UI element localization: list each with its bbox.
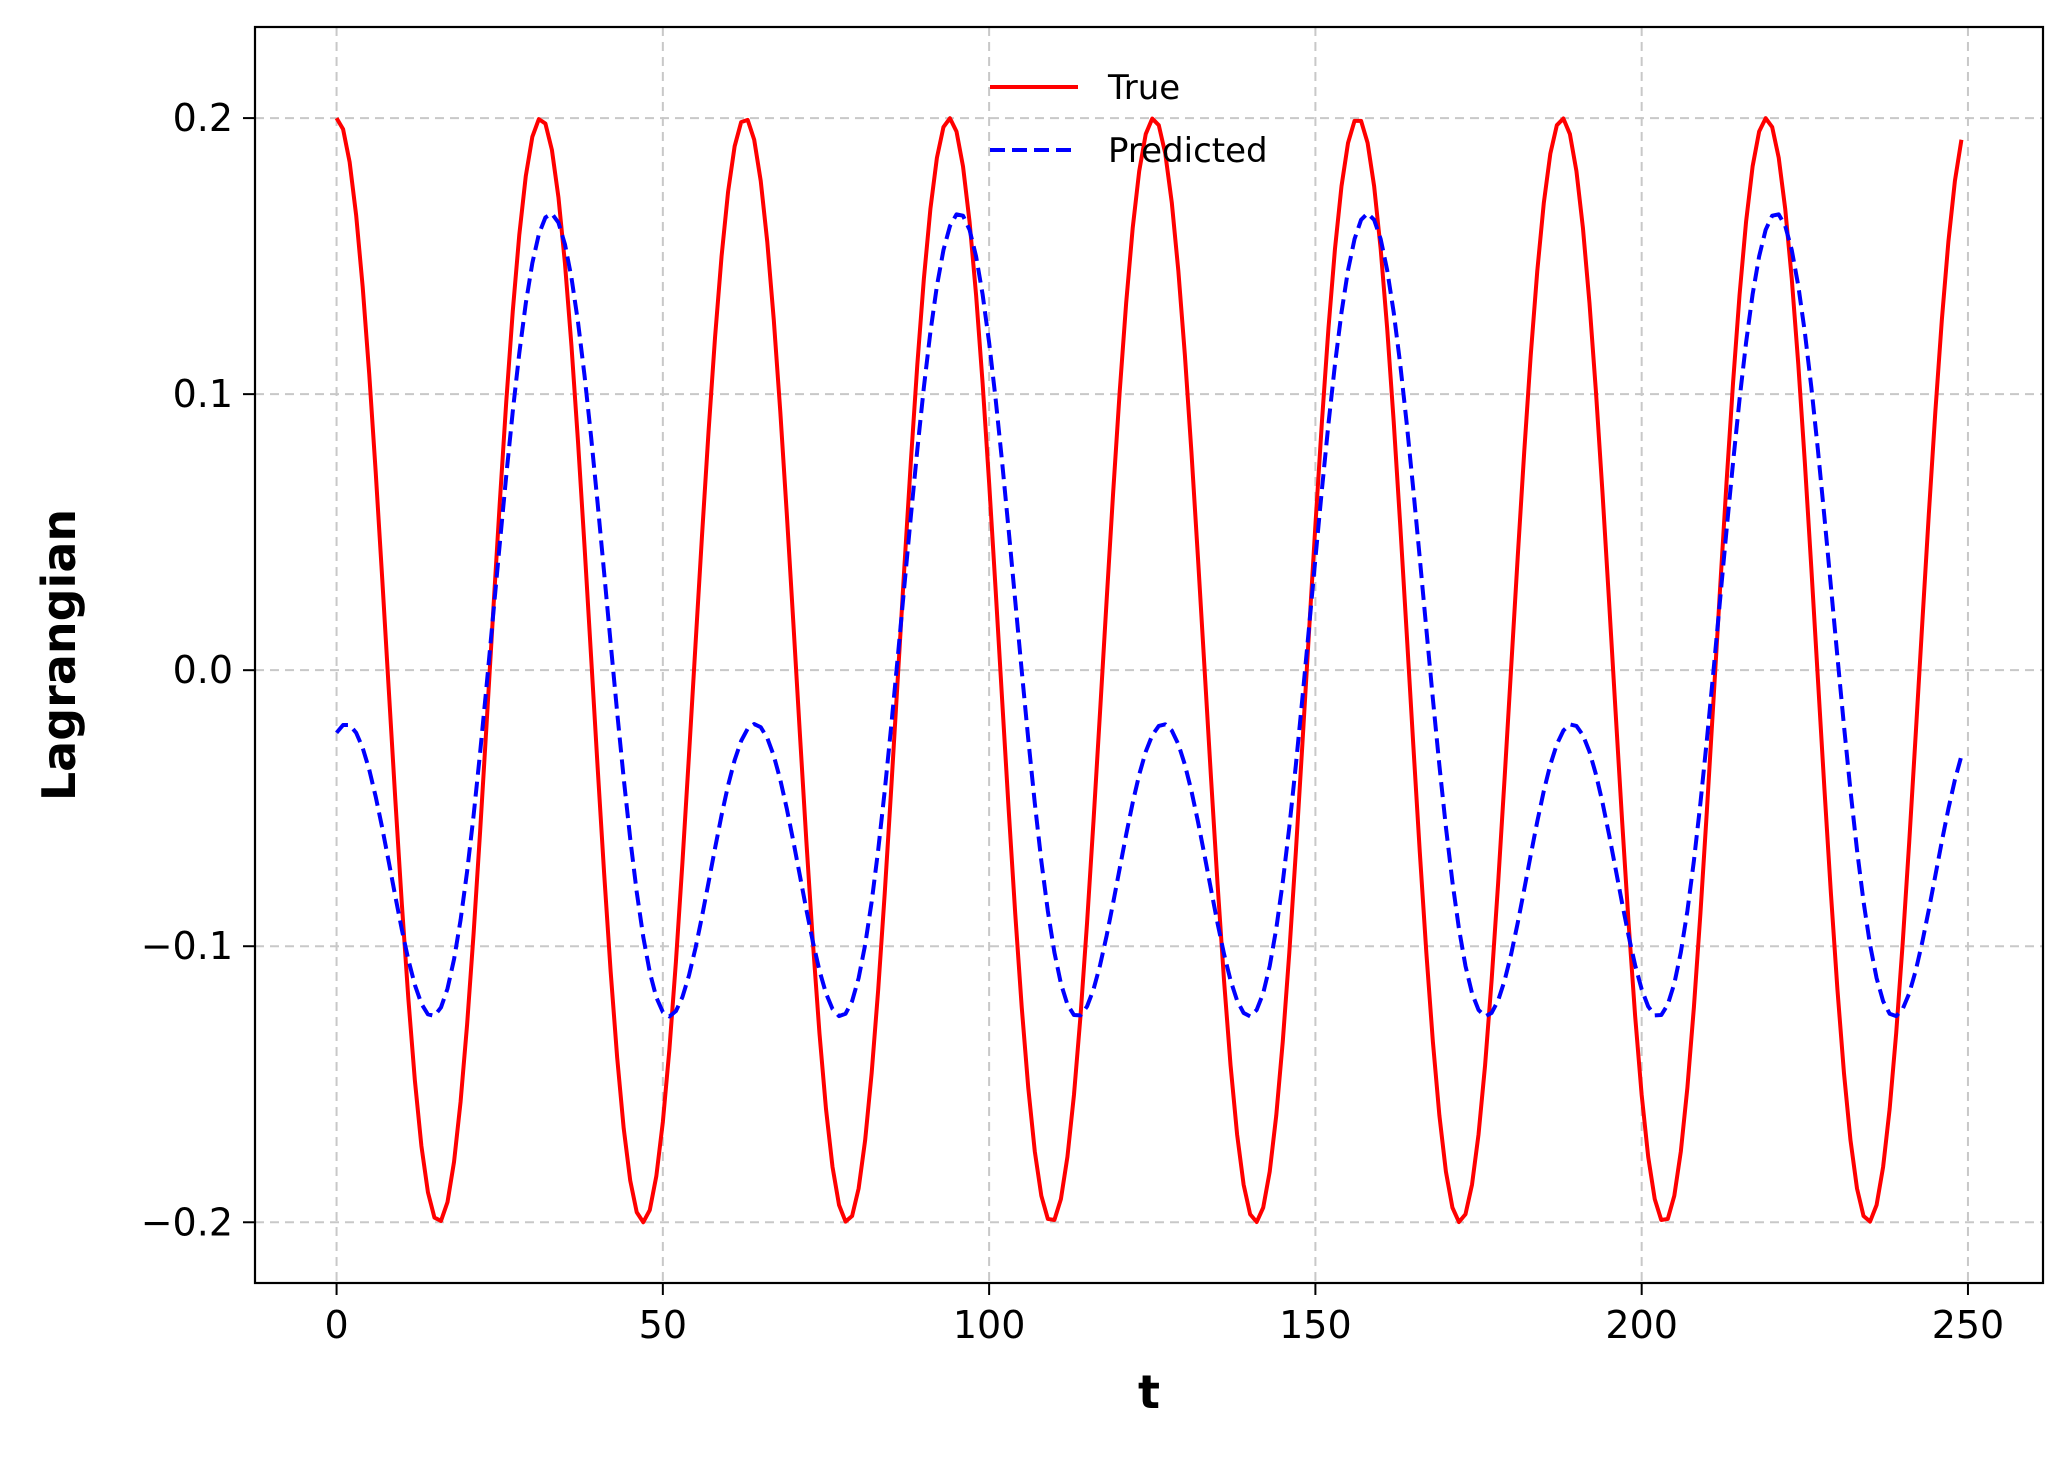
legend: True Predicted [990, 68, 1268, 171]
x-axis-label: t [1138, 1365, 1160, 1419]
y-tick-label: −0.2 [141, 1200, 233, 1244]
x-tick-label: 100 [953, 1303, 1026, 1347]
x-tick-label: 200 [1605, 1303, 1678, 1347]
series-line-true [334, 116, 1964, 1225]
x-tick-label: 0 [324, 1303, 348, 1347]
y-tick-label: 0.0 [173, 648, 233, 692]
y-tick-label: −0.1 [141, 924, 233, 968]
x-tick-label: 250 [1932, 1303, 2005, 1347]
legend-label-predicted: Predicted [1108, 131, 1268, 171]
x-tick-label: 50 [639, 1303, 687, 1347]
grid [255, 27, 2043, 1283]
x-tick-label: 150 [1279, 1303, 1352, 1347]
series-line-predicted [335, 211, 1964, 1019]
y-tick-label: 0.2 [173, 96, 233, 140]
y-axis-ticks: −0.2 −0.1 0.0 0.1 0.2 [141, 96, 255, 1244]
y-axis-label: Lagrangian [32, 509, 86, 801]
x-axis-ticks: 0 50 100 150 200 250 [324, 1283, 2004, 1347]
legend-label-true: True [1107, 68, 1180, 108]
y-tick-label: 0.1 [173, 372, 233, 416]
plot-frame [253, 25, 2045, 1285]
plot-lines [334, 116, 1964, 1225]
